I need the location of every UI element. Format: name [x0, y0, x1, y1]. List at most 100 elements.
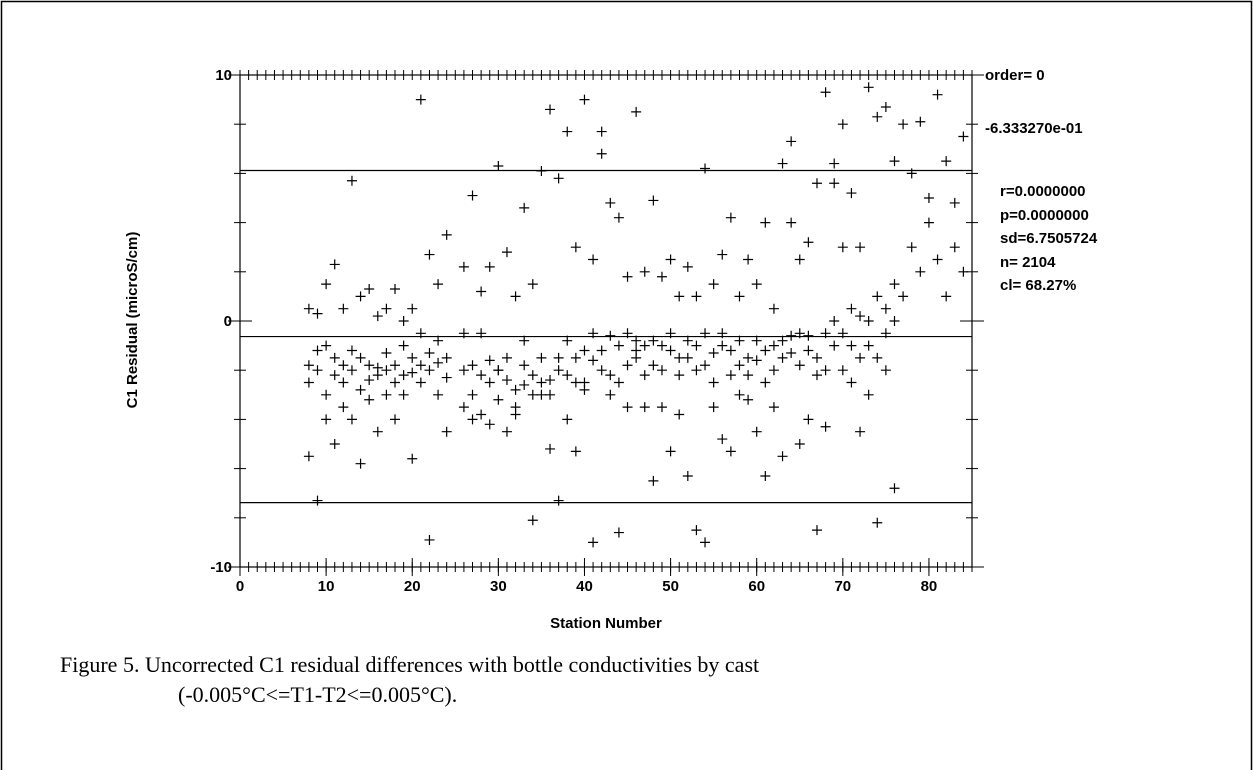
point — [734, 360, 745, 371]
point — [312, 308, 323, 319]
point — [803, 345, 814, 356]
point — [476, 370, 487, 381]
point — [329, 439, 340, 449]
x-tick-label: 70 — [834, 578, 851, 595]
point — [458, 328, 469, 339]
point — [648, 335, 659, 346]
point — [519, 202, 530, 213]
point — [898, 291, 909, 302]
point — [872, 291, 883, 302]
point — [734, 389, 745, 400]
point — [674, 370, 685, 381]
point — [760, 470, 771, 481]
point — [949, 197, 960, 208]
point — [743, 254, 754, 265]
point — [760, 217, 771, 228]
point — [855, 426, 866, 437]
point — [932, 254, 943, 265]
point — [338, 377, 349, 388]
x-tick-label: 80 — [921, 578, 938, 595]
point — [476, 328, 487, 339]
point — [372, 311, 383, 322]
point — [829, 316, 840, 326]
point — [312, 365, 323, 376]
point — [898, 119, 909, 130]
point — [889, 156, 900, 167]
point — [941, 156, 952, 167]
point — [407, 303, 418, 314]
point — [700, 360, 711, 371]
point — [398, 340, 409, 351]
point — [725, 345, 736, 356]
y-tick-label: 10 — [215, 67, 232, 84]
point — [734, 335, 745, 346]
point — [390, 377, 401, 388]
point — [743, 394, 754, 405]
point — [880, 303, 891, 314]
point — [613, 212, 624, 223]
point — [536, 352, 547, 363]
point — [708, 279, 719, 290]
point — [751, 279, 762, 290]
point — [846, 340, 857, 351]
point — [717, 434, 728, 445]
point — [863, 340, 874, 351]
point — [665, 446, 676, 457]
caption: (-0.005°C<=T1-T2<=0.005°C). — [178, 682, 457, 707]
point — [407, 352, 418, 363]
point — [820, 421, 831, 432]
point — [527, 515, 538, 526]
point — [803, 330, 814, 341]
point — [338, 402, 349, 413]
point — [751, 426, 762, 437]
point — [390, 284, 401, 295]
point — [519, 335, 530, 346]
stat-text: sd=6.7505724 — [1000, 230, 1098, 247]
point — [958, 266, 969, 277]
point — [682, 335, 693, 346]
point — [958, 131, 969, 142]
point — [829, 158, 840, 169]
point — [390, 360, 401, 371]
point — [381, 389, 392, 400]
point — [415, 377, 426, 388]
point — [820, 87, 831, 98]
point — [433, 335, 444, 346]
point — [665, 328, 676, 339]
point — [338, 360, 349, 371]
point — [355, 291, 366, 302]
point — [880, 365, 891, 376]
point — [863, 82, 874, 93]
point — [880, 101, 891, 112]
point — [562, 126, 573, 137]
point — [648, 360, 659, 371]
x-tick-label: 20 — [404, 578, 421, 595]
point — [303, 377, 314, 388]
point — [915, 116, 926, 127]
x-tick-label: 10 — [318, 578, 335, 595]
point — [906, 168, 917, 179]
point — [717, 249, 728, 260]
point — [467, 389, 478, 400]
point — [829, 178, 840, 189]
point — [639, 266, 650, 277]
point — [553, 365, 564, 376]
point — [674, 409, 685, 420]
point — [381, 365, 392, 376]
point — [501, 375, 512, 386]
point — [613, 377, 624, 388]
plot-frame — [239, 74, 973, 568]
point — [553, 173, 564, 184]
point — [639, 370, 650, 381]
point — [407, 453, 418, 464]
point — [415, 94, 426, 105]
point — [545, 375, 556, 386]
point — [398, 316, 409, 326]
point — [364, 394, 375, 405]
point — [346, 365, 357, 376]
point — [588, 254, 599, 265]
point — [562, 414, 573, 425]
point — [312, 345, 323, 356]
point — [398, 389, 409, 400]
